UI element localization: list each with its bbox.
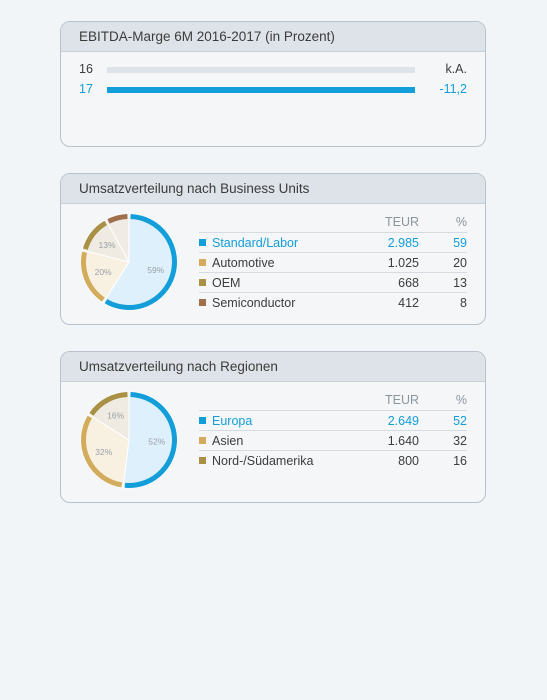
ebitda-bar-fill — [107, 87, 415, 93]
ebitda-row-17: 17 -11,2 — [79, 82, 467, 100]
row-teur: 1.025 — [359, 252, 419, 273]
col-teur-header: TEUR — [384, 215, 419, 229]
row-label-text: Asien — [212, 433, 244, 448]
table-row: Europa 2.649 52 — [199, 410, 467, 431]
legend-swatch — [199, 258, 206, 266]
legend-swatch — [199, 416, 206, 424]
row-teur: 668 — [359, 272, 419, 293]
pie-slice-ring — [124, 392, 177, 488]
business-units-table: TEUR % Standard/Labor 2.985 59 Automotive 1.… — [199, 212, 467, 312]
row-pct: 59 — [419, 232, 467, 253]
col-pct-header: % — [455, 393, 467, 407]
regions-pie-chart: 52% 32% 16% — [80, 391, 178, 489]
business-units-pie-chart: 59% 20% 13% — [80, 213, 178, 311]
table-header-row: TEUR % — [199, 212, 467, 233]
pie-slice-label: 16% — [107, 411, 124, 421]
row-teur: 800 — [359, 450, 419, 470]
regions-table: TEUR % Europa 2.649 52 Asien 1.640 32 Nord-/Sü… — [199, 390, 467, 470]
row-label-text: Standard/Labor — [212, 235, 299, 250]
ebitda-bar-track — [107, 87, 415, 93]
row-pct: 20 — [419, 252, 467, 273]
row-pct: 32 — [419, 430, 467, 451]
ebitda-row-16: 16 k.A. — [79, 62, 467, 80]
regions-card: Umsatzverteilung nach Regionen 52% 32% 16%… — [60, 351, 486, 503]
pie-slice-ring — [107, 214, 128, 224]
row-pct: 8 — [419, 292, 467, 312]
pie-slice-label: 20% — [95, 267, 112, 277]
row-label-text: Semiconductor — [212, 295, 296, 310]
business-units-title: Umsatzverteilung nach Business Units — [61, 174, 485, 204]
pie-slice-ring — [81, 415, 123, 488]
legend-swatch — [199, 238, 206, 246]
table-row: OEM 668 13 — [199, 272, 467, 293]
row-pct: 13 — [419, 272, 467, 293]
row-label-text: Nord-/Südamerika — [212, 453, 314, 468]
pie-slice-label: 59% — [147, 265, 164, 275]
row-label: Standard/Labor — [199, 232, 359, 253]
row-label: Asien — [199, 430, 359, 451]
ebitda-value-label: k.A. — [445, 62, 467, 76]
regions-title: Umsatzverteilung nach Regionen — [61, 352, 485, 382]
row-teur: 2.985 — [359, 232, 419, 253]
col-teur-header: TEUR — [384, 393, 419, 407]
table-row: Automotive 1.025 20 — [199, 252, 467, 273]
row-label: OEM — [199, 272, 359, 293]
legend-swatch — [199, 278, 206, 286]
pie-slice-label: 32% — [95, 447, 112, 457]
row-label-text: OEM — [212, 275, 241, 290]
table-row: Nord-/Südamerika 800 16 — [199, 450, 467, 470]
row-teur: 1.640 — [359, 430, 419, 451]
pie-slice-label: 13% — [98, 240, 115, 250]
ebitda-card: EBITDA-Marge 6M 2016-2017 (in Prozent) 1… — [60, 21, 486, 147]
ebitda-year-label: 16 — [79, 62, 93, 76]
row-pct: 16 — [419, 450, 467, 470]
row-label-text: Automotive — [212, 255, 275, 270]
table-header-row: TEUR % — [199, 390, 467, 411]
row-label: Europa — [199, 410, 359, 431]
ebitda-title: EBITDA-Marge 6M 2016-2017 (in Prozent) — [61, 22, 485, 52]
pie-slice-ring — [81, 251, 105, 302]
row-teur: 412 — [359, 292, 419, 312]
table-row: Semiconductor 412 8 — [199, 292, 467, 312]
legend-swatch — [199, 298, 206, 306]
business-units-card: Umsatzverteilung nach Business Units 59%… — [60, 173, 486, 325]
table-row: Asien 1.640 32 — [199, 430, 467, 451]
pie-slice-ring — [82, 220, 108, 250]
row-label: Semiconductor — [199, 292, 359, 312]
ebitda-bar-track — [107, 67, 415, 73]
row-label: Nord-/Südamerika — [199, 450, 359, 470]
row-pct: 52 — [419, 410, 467, 431]
pie-slice-ring — [104, 214, 177, 310]
row-label-text: Europa — [212, 413, 253, 428]
row-label: Automotive — [199, 252, 359, 273]
pie-slice-label: 52% — [148, 437, 165, 447]
ebitda-value-label: -11,2 — [439, 82, 467, 96]
table-row: Standard/Labor 2.985 59 — [199, 232, 467, 253]
row-teur: 2.649 — [359, 410, 419, 431]
ebitda-year-label: 17 — [79, 82, 93, 96]
col-pct-header: % — [455, 215, 467, 229]
pie-slice-ring — [89, 392, 128, 416]
legend-swatch — [199, 436, 206, 444]
legend-swatch — [199, 456, 206, 464]
